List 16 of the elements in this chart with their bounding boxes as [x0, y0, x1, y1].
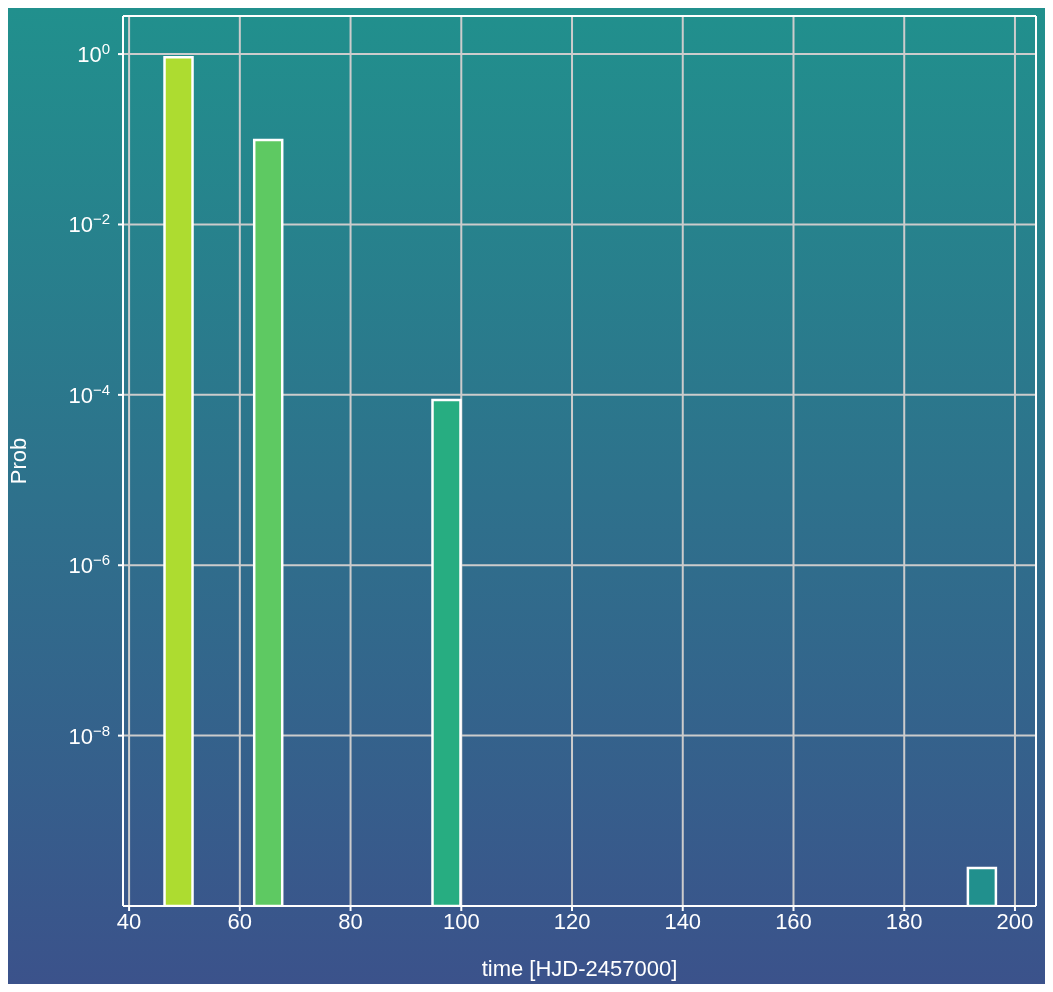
x-tick-label: 60	[227, 908, 253, 934]
y-tick-label: 10$^{0}$	[77, 39, 110, 68]
x-axis-title: time [HJD-2457000]	[481, 956, 678, 981]
x-tick-label: 100	[442, 908, 480, 934]
x-tick-label: 160	[775, 908, 812, 934]
x-tick-label: 140	[664, 908, 702, 934]
y-tick-label: 10$^{−4}$	[68, 380, 110, 408]
y-axis-title: Prob	[5, 437, 31, 485]
x-tick-label: 80	[338, 908, 363, 934]
y-tick-label: 10$^{−2}$	[68, 209, 110, 238]
x-tick-label: 120	[553, 908, 591, 934]
x-tick-label: 200	[996, 908, 1034, 934]
x-tick-label: 180	[885, 908, 923, 934]
y-tick-label: 10$^{−8}$	[68, 721, 110, 749]
x-tick-label: 40	[116, 908, 142, 934]
y-tick-label: 10$^{−6}$	[68, 550, 110, 579]
